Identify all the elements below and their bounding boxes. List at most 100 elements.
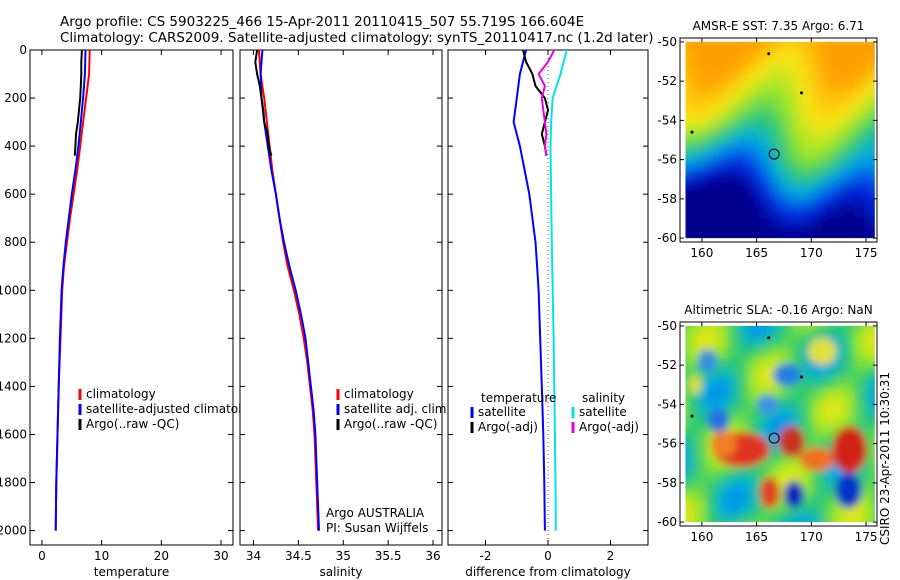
anomaly-blob (759, 476, 780, 509)
anomaly-blob (707, 408, 730, 432)
anomaly-blob (756, 394, 779, 415)
figure-title-line-2: Climatology: CARS2009. Satellite-adjuste… (60, 30, 654, 46)
credit-timestamp: CSIRO 23-Apr-2011 10:30:31 (878, 371, 892, 545)
y-tick-label: -56 (657, 153, 677, 167)
x-tick-label: 0 (38, 549, 46, 563)
annotation-text: Argo AUSTRALIA (326, 506, 425, 520)
anomaly-blob (710, 429, 737, 458)
legend-label: satellite adj. clim. (344, 402, 450, 416)
annotation-text: PI: Susan Wijffels (326, 521, 428, 535)
y-tick-label: 400 (4, 139, 27, 153)
anomaly-blob (688, 374, 702, 395)
panel-temperature: 0 10 20 30 0 200 400 600 800 1000 1200 1400 1600 1800… (0, 43, 264, 579)
argo-float-marker (768, 148, 780, 160)
axes-frame (239, 49, 443, 546)
x-tick-label: 0 (544, 549, 552, 563)
y-tick-label: 600 (4, 187, 27, 201)
legend-label: satellite-adjusted climatology (86, 402, 264, 416)
legend-label: Argo(..raw -QC) (86, 417, 179, 431)
anomaly-blob (835, 473, 862, 509)
y-tick-label: -54 (657, 113, 677, 127)
y-tick-label: 1400 (0, 379, 27, 393)
x-tick-label: 20 (154, 549, 169, 563)
island-marker (690, 130, 694, 134)
color-field (685, 325, 875, 523)
y-tick-label: -58 (657, 476, 677, 490)
color-field (685, 41, 875, 239)
y-tick-label: 2000 (0, 524, 27, 538)
island-marker (799, 91, 803, 95)
anomaly-blob (697, 349, 718, 373)
x-tick-label: 36 (425, 549, 440, 563)
y-tick-label: -60 (657, 515, 677, 529)
x-tick-label: 35.5 (375, 549, 402, 563)
series-line (512, 49, 546, 531)
figure-title-line-1: Argo profile: CS 5903225_466 15-Apr-2011… (60, 14, 585, 30)
series-line (54, 49, 87, 531)
y-tick-label: -50 (657, 319, 677, 333)
map-frame (679, 37, 878, 243)
island-marker (767, 336, 771, 340)
map-panels: AMSR-E SST: 7.35 Argo: 6.71 160 165 170 175 -… (657, 19, 878, 544)
series-line (254, 49, 273, 156)
x-tick-label: 30 (213, 549, 228, 563)
island-marker (767, 52, 771, 56)
legend-label: satellite (579, 405, 627, 419)
y-tick-label: -52 (657, 358, 677, 372)
map-frame (679, 321, 878, 527)
x-tick-label: 2 (607, 549, 615, 563)
anomaly-blob (783, 480, 804, 509)
y-tick-label: 0 (19, 43, 27, 57)
y-tick-label: -52 (657, 74, 677, 88)
x-axis-label: temperature (94, 565, 169, 579)
x-tick-label: 175 (855, 246, 878, 260)
anomaly-blob (778, 425, 805, 458)
island-marker (690, 414, 694, 418)
x-axis-label: difference from climatology (465, 565, 631, 579)
series-line (522, 49, 550, 156)
panel-difference: -2 0 2 difference from climatology temperatu… (447, 49, 649, 579)
x-tick-label: 170 (800, 246, 823, 260)
anomaly-blob (832, 425, 868, 474)
y-tick-label: 1600 (0, 427, 27, 441)
x-tick-label: -2 (480, 549, 492, 563)
series-line (73, 49, 83, 156)
x-tick-label: 175 (855, 530, 878, 544)
sla-map: Altimetric SLA: -0.16 Argo: NaN 160 165 170… (657, 303, 878, 544)
sst-map: AMSR-E SST: 7.35 Argo: 6.71 160 165 170 175 -… (657, 19, 878, 260)
argo-float-marker (768, 432, 780, 444)
x-tick-label: 34 (246, 549, 261, 563)
y-tick-label: -58 (657, 192, 677, 206)
y-tick-label: -54 (657, 397, 677, 411)
y-tick-label: -50 (657, 35, 677, 49)
legend-label: climatology (86, 387, 156, 401)
legend-label: climatology (344, 387, 414, 401)
anomaly-blob (799, 447, 835, 472)
island-marker (799, 375, 803, 379)
axes-frame (29, 49, 234, 546)
panel-salinity: 34 34.5 35 35.5 36 salinity climatologysatelli… (239, 49, 450, 579)
legend-label: Argo(..raw -QC) (344, 417, 437, 431)
series-line (537, 49, 556, 156)
y-tick-label: 1000 (0, 283, 27, 297)
x-tick-label: 35 (336, 549, 351, 563)
series-line (549, 49, 568, 531)
y-tick-label: 1200 (0, 331, 27, 345)
anomaly-blob (808, 337, 837, 366)
y-tick-label: 1800 (0, 476, 27, 490)
y-tick-label: -56 (657, 437, 677, 451)
x-tick-label: 165 (745, 246, 768, 260)
legend-label: Argo(-adj) (579, 420, 639, 434)
y-tick-label: 800 (4, 235, 27, 249)
anomaly-blob (773, 363, 802, 387)
x-tick-label: 34.5 (285, 549, 312, 563)
legend-heading: temperature (481, 391, 556, 405)
x-tick-label: 10 (94, 549, 109, 563)
map-title: Altimetric SLA: -0.16 Argo: NaN (684, 303, 872, 317)
legend-heading: salinity (582, 391, 625, 405)
y-tick-label: 200 (4, 91, 27, 105)
legend-label: satellite (478, 405, 526, 419)
x-tick-label: 160 (690, 246, 713, 260)
x-tick-label: 170 (800, 530, 823, 544)
